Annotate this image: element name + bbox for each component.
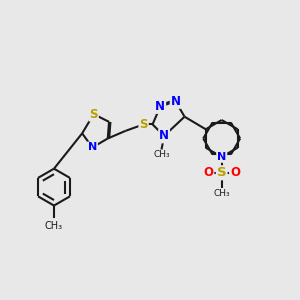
Text: O: O — [230, 166, 240, 179]
Text: N: N — [217, 152, 226, 162]
Text: N: N — [155, 100, 165, 113]
Text: S: S — [217, 166, 226, 179]
Text: CH₃: CH₃ — [213, 189, 230, 198]
Text: CH₃: CH₃ — [153, 150, 170, 159]
Text: N: N — [88, 142, 97, 152]
Text: S: S — [139, 118, 148, 131]
Text: N: N — [171, 95, 181, 108]
Text: O: O — [203, 166, 213, 179]
Text: CH₃: CH₃ — [45, 221, 63, 231]
Text: S: S — [89, 108, 98, 121]
Text: N: N — [159, 129, 169, 142]
